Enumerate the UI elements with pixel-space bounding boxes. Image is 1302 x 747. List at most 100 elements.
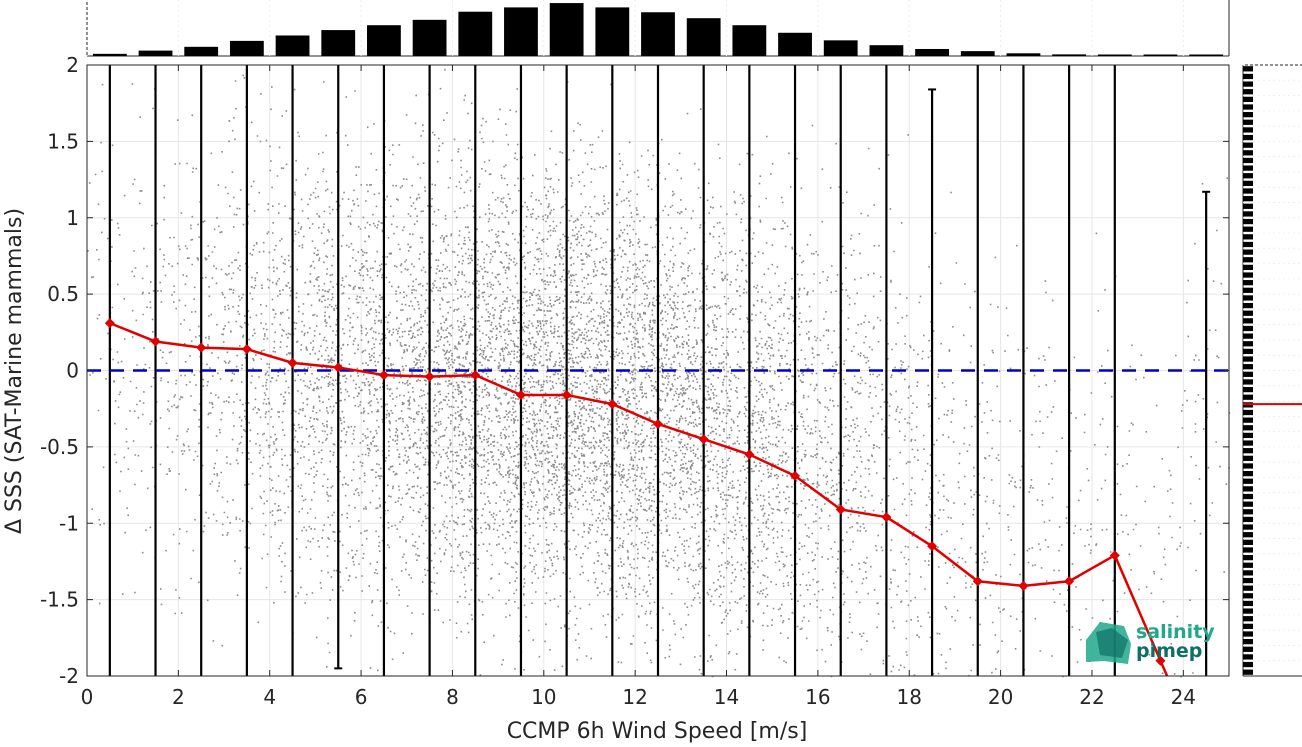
top-histogram-bar — [1006, 53, 1041, 56]
mean-point — [104, 318, 115, 329]
top-histogram-bar — [367, 25, 401, 56]
right-histogram-bar — [1243, 532, 1253, 538]
right-histogram-bar — [1243, 440, 1253, 446]
x-tick-label: 6 — [355, 685, 368, 709]
x-tick-label: 22 — [1079, 685, 1104, 709]
right-histogram-bar — [1243, 516, 1253, 523]
right-histogram-bar — [1243, 371, 1253, 377]
top-histogram-bar — [1189, 54, 1224, 56]
right-histogram-bar — [1243, 386, 1253, 393]
top-histogram-bar — [1097, 54, 1132, 56]
right-histogram-bar — [1243, 364, 1253, 370]
top-histogram-bar — [321, 30, 356, 56]
y-tick-label: -2 — [59, 664, 79, 688]
salinity-pimep-logo: salinity pimep — [1086, 621, 1215, 664]
logo-wave-shade-icon — [1096, 628, 1128, 658]
top-histogram-bar — [960, 51, 995, 56]
mean-point — [470, 370, 481, 381]
right-histogram-bar — [1243, 348, 1253, 355]
mean-series — [104, 318, 1169, 676]
y-tick-label: -1 — [59, 511, 79, 535]
right-histogram-bar — [1243, 150, 1253, 156]
right-histogram-bar — [1243, 127, 1253, 133]
right-histogram-bar — [1243, 417, 1253, 423]
x-tick-label: 8 — [446, 685, 459, 709]
top-histogram-bar — [915, 48, 949, 56]
right-histogram-bar — [1243, 470, 1253, 477]
right-histogram-bar — [1243, 173, 1253, 179]
right-histogram-bar — [1243, 539, 1253, 545]
right-histogram-bar — [1243, 188, 1253, 194]
mean-point — [927, 541, 938, 552]
right-histogram-bar — [1243, 669, 1253, 675]
right-histogram-bar — [1243, 547, 1253, 553]
right-histogram-bar — [1243, 280, 1253, 286]
top-histogram-bar — [1143, 54, 1178, 56]
right-histogram-bar — [1243, 211, 1253, 217]
top-histogram-bar — [549, 3, 584, 56]
top-histogram-bar — [778, 32, 812, 56]
right-histogram-bar — [1243, 432, 1253, 439]
right-histogram-bar — [1243, 448, 1253, 454]
top-histogram-bar — [504, 7, 538, 56]
right-histogram-bar — [1243, 180, 1253, 186]
y-tick-label: 0.5 — [47, 282, 79, 306]
mean-point — [287, 357, 298, 368]
right-histogram-bar — [1243, 226, 1253, 232]
y-tick-label: -0.5 — [40, 435, 79, 459]
right-histogram-bar — [1243, 272, 1253, 278]
right-histogram-bar — [1243, 425, 1253, 431]
top-histogram-bar — [92, 53, 127, 56]
mean-point — [1064, 576, 1075, 587]
right-histogram-bar — [1243, 81, 1253, 87]
top-histogram-bar — [869, 45, 904, 56]
top-histogram-bar — [686, 18, 721, 56]
mean-point — [241, 344, 252, 355]
error-bars — [108, 65, 1211, 676]
right-histogram-bar — [1243, 241, 1253, 248]
top-histogram-bar — [595, 7, 630, 56]
y-tick-label: 2 — [66, 53, 79, 77]
right-histogram-bar — [1243, 577, 1253, 584]
top-histogram-bar — [641, 12, 675, 56]
y-tick-label: 1 — [66, 206, 79, 230]
mean-line-tail — [1159, 660, 1169, 676]
right-histogram-bar — [1243, 463, 1253, 469]
right-histogram-bar — [1243, 379, 1253, 385]
plot-axes — [86, 64, 1230, 677]
top-histogram-bar — [184, 46, 219, 56]
mean-point — [698, 434, 709, 445]
right-histogram-bar — [1243, 104, 1253, 110]
mean-point — [515, 389, 526, 400]
right-histogram-bar — [1243, 478, 1253, 484]
right-histogram-bar — [1243, 654, 1253, 660]
top-histogram-bar — [412, 19, 447, 56]
top-histogram-bar — [1052, 54, 1087, 56]
tick-labels: 0 2 4 6 8 10 12 14 16 18 20 22 24-2-1.5-1-0.500.511.… — [40, 53, 1196, 709]
top-histogram-bar — [138, 50, 173, 56]
x-tick-label: 16 — [805, 685, 830, 709]
right-histogram-bar — [1243, 608, 1253, 614]
right-histogram-bar — [1243, 142, 1253, 148]
x-tick-label: 4 — [263, 685, 276, 709]
right-histogram-bar — [1243, 96, 1253, 102]
x-tick-label: 2 — [172, 685, 185, 709]
right-histogram-bar — [1243, 562, 1253, 568]
mean-point — [607, 399, 618, 410]
mean-point — [881, 512, 892, 523]
mean-point — [835, 504, 846, 515]
right-histogram-bar — [1243, 257, 1253, 263]
right-histogram-bar — [1243, 287, 1253, 293]
y-axis-title: Δ SSS (SAT-Marine mammals) — [2, 208, 27, 534]
top-histogram-bar — [823, 40, 858, 56]
mean-point — [378, 370, 389, 381]
right-histogram-bar — [1243, 341, 1253, 347]
mean-point — [1018, 580, 1029, 591]
right-histogram-bar — [1243, 302, 1253, 309]
right-histogram-bar — [1243, 203, 1253, 209]
right-histogram-bar — [1243, 600, 1253, 607]
right-histogram-bar — [1243, 646, 1253, 652]
x-tick-label: 18 — [897, 685, 922, 709]
mean-line — [109, 321, 1162, 662]
right-histogram-bar — [1243, 501, 1253, 507]
